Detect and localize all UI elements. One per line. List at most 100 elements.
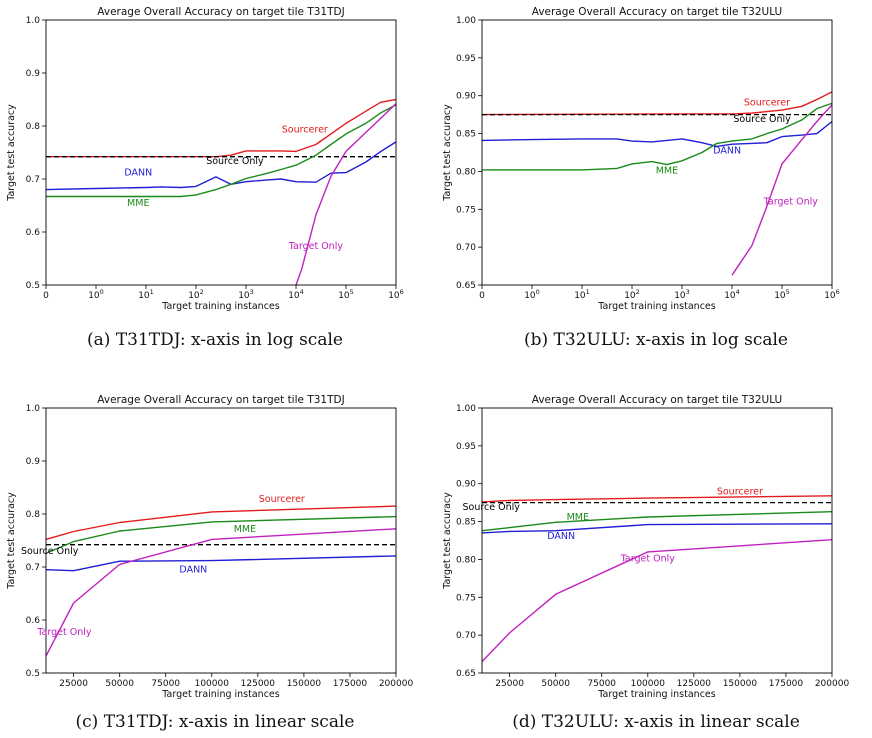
chart-c-series-dann	[46, 555, 396, 572]
chart-a-label-dann: DANN	[124, 167, 152, 178]
chart-b-ytick-label: 0.95	[456, 54, 476, 64]
chart-d-xtick-label: 150000	[723, 679, 758, 689]
chart-b-ytick-label: 0.80	[456, 167, 476, 177]
chart-d-frame	[481, 407, 833, 674]
chart-a-series-mme	[46, 104, 396, 198]
chart-d-ytick-label: 1.00	[456, 404, 476, 414]
chart-d-ytick-label: 0.70	[456, 631, 476, 641]
chart-c-xtick-label: 25000	[59, 679, 88, 689]
chart-a-xtick-label: 0	[43, 291, 49, 301]
chart-d-label-source-only: Source Only	[462, 502, 520, 513]
chart-a-label-source-only: Source Only	[206, 156, 264, 167]
chart-b-ytick-label: 0.90	[456, 92, 476, 102]
chart-b-ytick-label: 0.85	[456, 130, 476, 140]
chart-a-frame	[45, 19, 397, 286]
chart-c-xtick-label: 150000	[287, 679, 322, 689]
chart-c-ytick-label: 1.0	[26, 404, 41, 414]
chart-panel-a: Average Overall Accuracy on target tile …	[0, 0, 436, 312]
chart-b-xlabel: Target training instances	[597, 301, 715, 312]
chart-c-label-sourcerer: Sourcerer	[259, 494, 305, 505]
chart-b-xtick-label: 106	[824, 288, 840, 301]
chart-d-label-sourcerer: Sourcerer	[717, 486, 763, 497]
chart-a-label-mme: MME	[127, 198, 149, 209]
chart-c-xtick-label: 175000	[333, 679, 368, 689]
chart-b-xtick-label: 101	[574, 288, 590, 301]
chart-b-label-dann: DANN	[713, 145, 741, 156]
chart-c-xlabel: Target training instances	[161, 689, 279, 700]
chart-b-ytick-label: 0.70	[456, 243, 476, 253]
chart-b-label-sourcerer: Sourcerer	[744, 98, 790, 109]
chart-c-series-target-only	[46, 528, 396, 657]
chart-b-series-mme	[482, 102, 832, 171]
chart-b-svg: Average Overall Accuracy on target tile …	[442, 6, 840, 312]
chart-panel-c: Average Overall Accuracy on target tile …	[0, 388, 436, 700]
caption-b: (b) T32ULU: x-axis in log scale	[523, 330, 788, 350]
chart-c-ytick-label: 0.5	[26, 669, 40, 679]
chart-b-series-target-only	[731, 104, 832, 276]
chart-b-plot-area	[482, 91, 832, 276]
chart-a-xtick-label: 106	[388, 288, 404, 301]
chart-d-xtick-label: 100000	[631, 679, 666, 689]
caption-a: (a) T31TDJ: x-axis in log scale	[87, 330, 343, 350]
chart-b-series-dann	[482, 120, 832, 148]
chart-c-label-target-only: Target Only	[36, 627, 92, 638]
chart-b-ylabel: Target test accuracy	[442, 104, 453, 202]
chart-d-series-target-only	[482, 539, 832, 663]
chart-b-xtick-label: 103	[674, 288, 690, 301]
chart-d-xtick-label: 75000	[587, 679, 616, 689]
chart-b-xtick-label: 102	[624, 288, 640, 301]
chart-d-xlabel: Target training instances	[597, 689, 715, 700]
chart-d-svg: Average Overall Accuracy on target tile …	[442, 394, 850, 700]
chart-a-ytick-label: 0.9	[26, 69, 41, 79]
chart-a-ytick-label: 0.5	[26, 281, 40, 291]
caption-d: (d) T32ULU: x-axis in linear scale	[512, 712, 800, 732]
chart-b-label-mme: MME	[656, 166, 678, 177]
chart-d-label-target-only: Target Only	[620, 554, 676, 565]
chart-b-xtick-label: 105	[774, 288, 790, 301]
chart-a-ytick-label: 1.0	[26, 16, 41, 26]
chart-d-ylabel: Target test accuracy	[442, 492, 453, 590]
chart-c-ytick-label: 0.7	[26, 563, 40, 573]
chart-b-xtick-label: 104	[724, 288, 740, 301]
chart-c-ytick-label: 0.9	[26, 457, 41, 467]
chart-c-xtick-label: 75000	[151, 679, 180, 689]
chart-c-ylabel: Target test accuracy	[6, 492, 17, 590]
chart-b-xtick-label: 0	[479, 291, 485, 301]
chart-panel-b: Average Overall Accuracy on target tile …	[436, 0, 872, 312]
chart-c-xtick-label: 125000	[241, 679, 276, 689]
chart-b-xtick-label: 100	[524, 288, 540, 301]
chart-d-title: Average Overall Accuracy on target tile …	[532, 394, 783, 406]
chart-c-svg: Average Overall Accuracy on target tile …	[6, 394, 414, 700]
chart-a-xtick-label: 102	[188, 288, 204, 301]
chart-d-label-mme: MME	[567, 512, 589, 523]
chart-d-plot-area	[482, 495, 832, 663]
chart-c-ytick-label: 0.8	[26, 510, 41, 520]
chart-c-label-dann: DANN	[179, 564, 207, 575]
chart-b-title: Average Overall Accuracy on target tile …	[532, 6, 783, 18]
chart-c-xtick-label: 200000	[379, 679, 414, 689]
chart-a-title: Average Overall Accuracy on target tile …	[97, 6, 344, 18]
chart-a-series-target-only	[295, 103, 396, 285]
chart-a-label-sourcerer: Sourcerer	[282, 124, 328, 135]
chart-a-xtick-label: 103	[238, 288, 254, 301]
chart-c-xtick-label: 50000	[105, 679, 134, 689]
chart-a-xtick-label: 101	[138, 288, 154, 301]
chart-b-ytick-label: 0.75	[456, 205, 476, 215]
chart-a-svg: Average Overall Accuracy on target tile …	[6, 6, 404, 312]
chart-d-xtick-label: 200000	[815, 679, 850, 689]
chart-a-xlabel: Target training instances	[161, 301, 279, 312]
chart-d-ytick-label: 0.85	[456, 518, 476, 528]
chart-c-series-sourcerer	[46, 505, 396, 541]
chart-a-ytick-label: 0.6	[26, 228, 41, 238]
chart-c-title: Average Overall Accuracy on target tile …	[97, 394, 344, 406]
chart-a-ylabel: Target test accuracy	[6, 104, 17, 202]
chart-a-xtick-label: 104	[288, 288, 304, 301]
chart-b-ytick-label: 1.00	[456, 16, 476, 26]
chart-d-ytick-label: 0.95	[456, 442, 476, 452]
chart-d-label-dann: DANN	[547, 531, 575, 542]
chart-d-ytick-label: 0.75	[456, 593, 476, 603]
chart-b-frame	[481, 19, 833, 286]
chart-a-plot-area	[46, 98, 396, 285]
chart-d-series-mme	[482, 511, 832, 532]
chart-a-series-dann	[46, 141, 396, 191]
